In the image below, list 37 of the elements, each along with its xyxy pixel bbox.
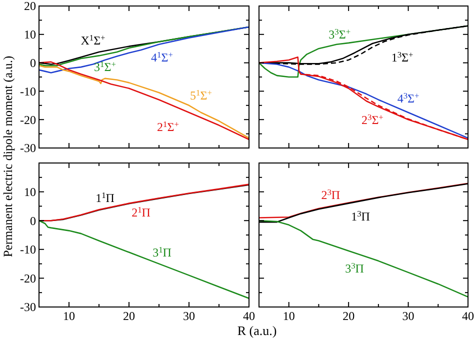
x-tick-label: 20 [342, 309, 355, 323]
y-tick-label: -20 [20, 112, 36, 127]
series-label: 4$^{1}$Σ$^{+}$ [151, 50, 174, 64]
y-tick-label: 10 [24, 28, 36, 42]
y-tick-label: -30 [20, 300, 36, 314]
x-tick-label: 30 [183, 309, 195, 323]
x-axis-title: R (a.u.) [237, 323, 277, 338]
y-tick-label: 10 [24, 185, 36, 199]
line-series [39, 220, 249, 300]
y-tick-label: -10 [20, 84, 36, 98]
y-tick-label: -30 [20, 141, 36, 156]
y-tick-label: -20 [20, 271, 36, 286]
series-label: 3$^{3}$Π [345, 260, 364, 276]
series-label: 2$^{3}$Σ$^{+}$ [362, 112, 384, 127]
series-label: 3$^{1}$Π [152, 245, 172, 260]
series-label: 4$^{3}$Σ$^{+}$ [397, 91, 420, 106]
x-tick-label: 40 [462, 309, 474, 323]
series-label: 2$^{3}$Π [321, 188, 340, 202]
series-label: 2$^{1}$Σ$^{+}$ [157, 119, 180, 134]
series-label: 1$^{1}$Π [96, 190, 115, 205]
y-tick-label: 0 [30, 56, 36, 70]
series-label: 1$^{3}$Σ$^{+}$ [391, 50, 414, 64]
x-tick-label: 20 [123, 309, 135, 323]
series-label: 1$^{3}$Π [351, 209, 370, 224]
x-tick-label: 40 [243, 309, 255, 323]
x-tick-label: 10 [282, 309, 295, 323]
series-label: 3$^{3}$Σ$^{+}$ [328, 26, 351, 42]
series-label: 3$^{1}$Σ$^{+}$ [94, 59, 116, 74]
series-label: 2$^{1}$Π [132, 204, 151, 220]
y-axis-title: Permanent electric dipole moment (a.u.) [1, 56, 15, 258]
series-label: 5$^{1}$Σ$^{+}$ [190, 88, 212, 103]
x-tick-label: 30 [402, 309, 414, 323]
y-tick-label: 0 [30, 214, 36, 228]
y-tick-label: 20 [24, 0, 36, 14]
x-tick-label: 10 [63, 309, 75, 323]
y-tick-label: -10 [20, 242, 36, 257]
series-label: X$^{1}$Σ$^{+}$ [80, 32, 106, 48]
